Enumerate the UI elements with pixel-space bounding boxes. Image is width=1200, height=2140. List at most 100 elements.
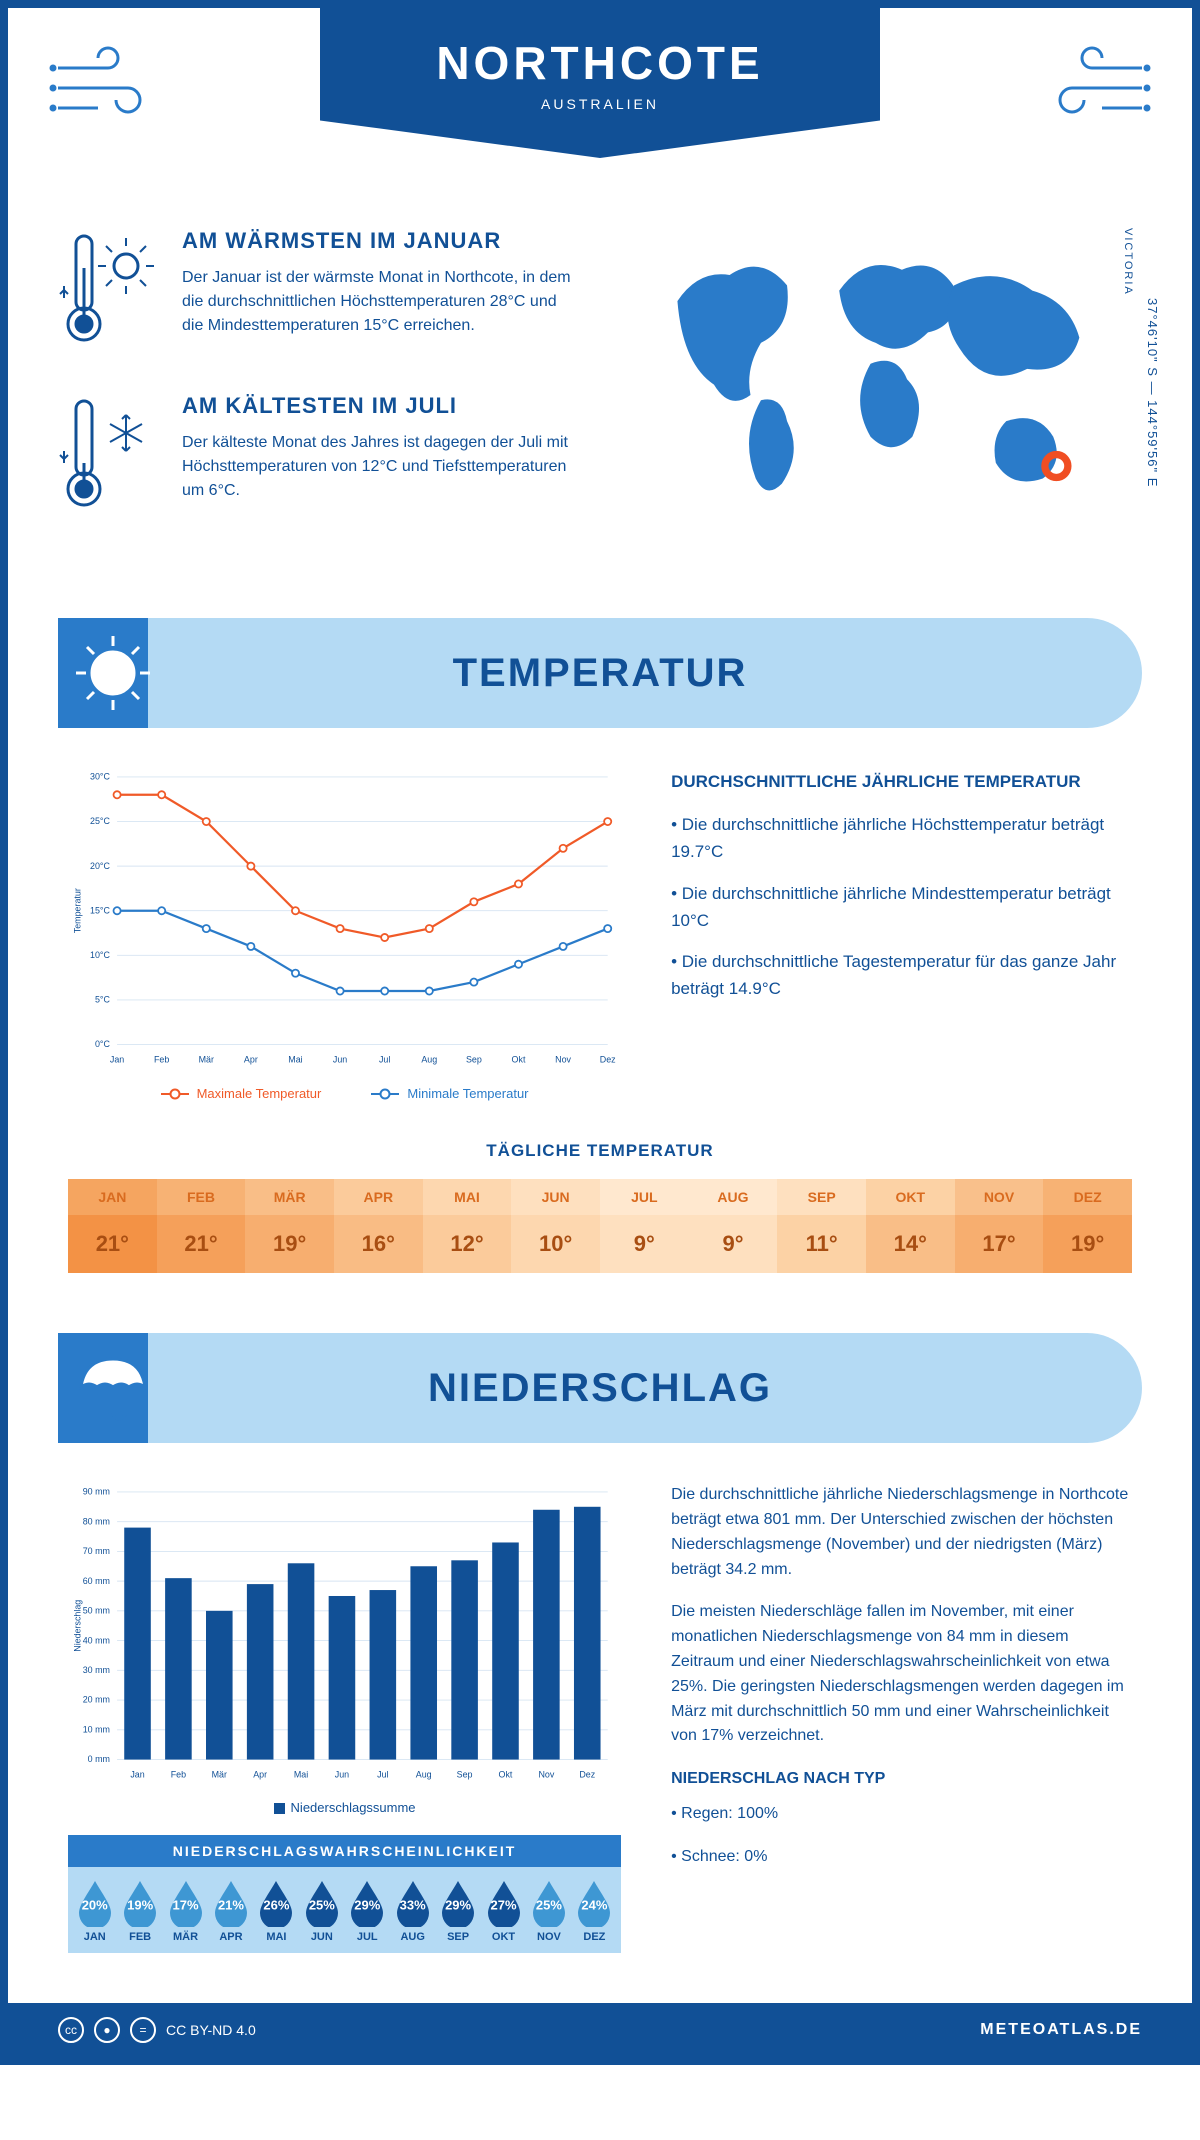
svg-text:30 mm: 30 mm [83, 1665, 110, 1675]
title-banner: NORTHCOTE AUSTRALIEN [320, 8, 880, 158]
cc-icon: cc [58, 2017, 84, 2043]
svg-text:Jul: Jul [377, 1770, 388, 1780]
svg-text:25°C: 25°C [90, 816, 110, 826]
svg-text:90 mm: 90 mm [83, 1487, 110, 1497]
daily-temp-value: 16° [334, 1215, 423, 1273]
daily-temp-value: 19° [245, 1215, 334, 1273]
svg-text:Feb: Feb [154, 1054, 169, 1064]
warmest-title: AM WÄRMSTEN IM JANUAR [182, 228, 580, 254]
svg-text:Temperatur: Temperatur [73, 888, 83, 933]
svg-text:80 mm: 80 mm [83, 1517, 110, 1527]
raindrop-icon: 24% [574, 1879, 614, 1927]
sun-icon [72, 632, 154, 714]
precip-type-bullet: • Regen: 100% [671, 1802, 1132, 1827]
raindrop-icon: 33% [393, 1879, 433, 1927]
daily-temp-value: 17° [955, 1215, 1044, 1273]
svg-text:Feb: Feb [171, 1770, 186, 1780]
precip-legend: Niederschlagssumme [68, 1800, 621, 1815]
daily-month-head: NOV [955, 1179, 1044, 1215]
svg-text:10 mm: 10 mm [83, 1725, 110, 1735]
daily-temp-value: 9° [689, 1215, 778, 1273]
nd-icon: = [130, 2017, 156, 2043]
thermometer-sun-icon [58, 228, 158, 353]
site-name: METEOATLAS.DE [980, 2021, 1142, 2039]
prob-cell: 17% MÄR [165, 1879, 206, 1943]
thermometer-snow-icon [58, 393, 158, 518]
daily-month-head: OKT [866, 1179, 955, 1215]
warmest-fact: AM WÄRMSTEN IM JANUAR Der Januar ist der… [58, 228, 580, 353]
daily-temp-value: 21° [68, 1215, 157, 1273]
wind-icon [48, 38, 178, 128]
svg-text:Nov: Nov [538, 1770, 554, 1780]
city-title: NORTHCOTE [320, 36, 880, 90]
svg-text:60 mm: 60 mm [83, 1576, 110, 1586]
precip-section-banner: NIEDERSCHLAG [58, 1333, 1142, 1443]
raindrop-icon: 25% [529, 1879, 569, 1927]
svg-text:Jun: Jun [335, 1770, 349, 1780]
intro-section: AM WÄRMSTEN IM JANUAR Der Januar ist der… [8, 198, 1192, 598]
coordinates: 37°46'10" S — 144°59'56" E [1145, 228, 1160, 558]
daily-month-head: JUL [600, 1179, 689, 1215]
precip-summary: Die durchschnittliche jährliche Niedersc… [671, 1483, 1132, 1952]
svg-text:15°C: 15°C [90, 905, 110, 915]
svg-text:Aug: Aug [416, 1770, 432, 1780]
coldest-title: AM KÄLTESTEN IM JULI [182, 393, 580, 419]
precip-p2: Die meisten Niederschläge fallen im Nove… [671, 1600, 1132, 1749]
temperature-legend: Maximale Temperatur Minimale Temperatur [68, 1086, 621, 1101]
svg-text:Niederschlag: Niederschlag [73, 1600, 83, 1652]
raindrop-icon: 21% [211, 1879, 251, 1927]
daily-temperature-table: TÄGLICHE TEMPERATUR JANFEBMÄRAPRMAIJUNJU… [8, 1131, 1192, 1313]
legend-max: Maximale Temperatur [197, 1086, 322, 1101]
svg-text:Okt: Okt [499, 1770, 513, 1780]
temperature-summary: DURCHSCHNITTLICHE JÄHRLICHE TEMPERATUR •… [671, 768, 1132, 1101]
svg-text:Dez: Dez [600, 1054, 616, 1064]
svg-text:Mär: Mär [199, 1054, 214, 1064]
temperature-section-banner: TEMPERATUR [58, 618, 1142, 728]
raindrop-icon: 19% [120, 1879, 160, 1927]
country-subtitle: AUSTRALIEN [320, 96, 880, 112]
prob-cell: 19% FEB [119, 1879, 160, 1943]
raindrop-icon: 26% [256, 1879, 296, 1927]
svg-text:50 mm: 50 mm [83, 1606, 110, 1616]
raindrop-icon: 17% [166, 1879, 206, 1927]
prob-cell: 27% OKT [483, 1879, 524, 1943]
svg-text:Jul: Jul [379, 1054, 390, 1064]
temperature-row: 0°C5°C10°C15°C20°C25°C30°CJanFebMärAprMa… [8, 758, 1192, 1131]
header: NORTHCOTE AUSTRALIEN [8, 8, 1192, 198]
svg-text:Jan: Jan [130, 1770, 144, 1780]
precip-probability: NIEDERSCHLAGSWAHRSCHEINLICHKEIT 20% JAN … [68, 1835, 621, 1953]
raindrop-icon: 27% [484, 1879, 524, 1927]
prob-cell: 33% AUG [392, 1879, 433, 1943]
legend-min: Minimale Temperatur [407, 1086, 528, 1101]
wind-icon [1022, 38, 1152, 128]
svg-text:Sep: Sep [457, 1770, 473, 1780]
svg-text:20°C: 20°C [90, 861, 110, 871]
svg-text:Apr: Apr [244, 1054, 258, 1064]
daily-month-head: DEZ [1043, 1179, 1132, 1215]
section-title-precip: NIEDERSCHLAG [428, 1366, 772, 1411]
prob-cell: 26% MAI [256, 1879, 297, 1943]
precip-type-title: NIEDERSCHLAG NACH TYP [671, 1767, 1132, 1792]
location-marker [1045, 455, 1068, 478]
raindrop-icon: 20% [75, 1879, 115, 1927]
svg-text:Dez: Dez [579, 1770, 595, 1780]
svg-text:Sep: Sep [466, 1054, 482, 1064]
svg-text:Mär: Mär [212, 1770, 227, 1780]
prob-cell: 29% SEP [437, 1879, 478, 1943]
prob-cell: 25% JUN [301, 1879, 342, 1943]
svg-text:Okt: Okt [512, 1054, 526, 1064]
daily-month-head: APR [334, 1179, 423, 1215]
world-map-svg [620, 228, 1142, 520]
svg-text:0 mm: 0 mm [88, 1755, 110, 1765]
raindrop-icon: 29% [347, 1879, 387, 1927]
daily-temp-value: 14° [866, 1215, 955, 1273]
by-icon: ● [94, 2017, 120, 2043]
temp-summary-title: DURCHSCHNITTLICHE JÄHRLICHE TEMPERATUR [671, 768, 1132, 795]
daily-temp-value: 9° [600, 1215, 689, 1273]
precip-row: 0 mm10 mm20 mm30 mm40 mm50 mm60 mm70 mm8… [8, 1473, 1192, 1972]
raindrop-icon: 25% [302, 1879, 342, 1927]
section-title-temperature: TEMPERATUR [453, 651, 748, 696]
svg-text:Apr: Apr [253, 1770, 267, 1780]
svg-text:40 mm: 40 mm [83, 1636, 110, 1646]
daily-month-head: JAN [68, 1179, 157, 1215]
